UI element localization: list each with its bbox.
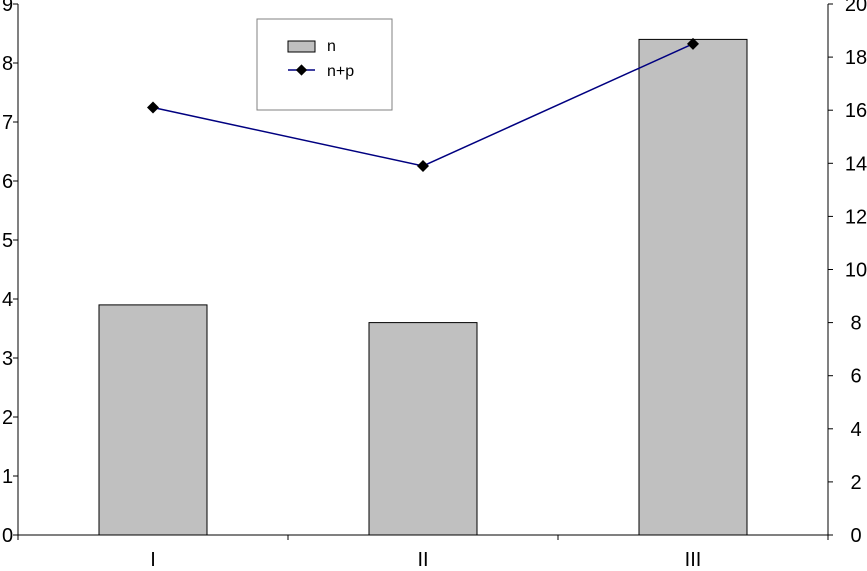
left-y-tick-label: 4 xyxy=(2,289,13,311)
bar xyxy=(638,38,748,536)
right-y-tick-label: 14 xyxy=(845,153,867,175)
line-point-marker xyxy=(147,101,159,114)
line-point-marker xyxy=(417,159,429,172)
right-y-tick-label: 18 xyxy=(845,47,867,69)
legend-label-line: n+p xyxy=(327,63,354,80)
left-y-tick-label: 7 xyxy=(2,112,13,134)
x-tick-label: III xyxy=(685,549,702,571)
right-y-tick-label: 8 xyxy=(850,313,861,335)
right-y-tick-label: 2 xyxy=(850,472,861,494)
right-y-tick-label: 4 xyxy=(850,419,861,441)
left-y-tick-label: 9 xyxy=(2,0,13,16)
left-y-tick-label: 8 xyxy=(2,53,13,75)
left-y-tick-label: 3 xyxy=(2,348,13,370)
left-y-tick-label: 6 xyxy=(2,171,13,193)
left-y-tick-label: 5 xyxy=(2,230,13,252)
left-y-tick-label: 1 xyxy=(2,466,13,488)
x-tick-label: I xyxy=(150,549,156,571)
legend-swatch-bar xyxy=(287,40,316,53)
bar xyxy=(368,322,478,536)
right-y-tick-label: 12 xyxy=(845,206,867,228)
right-y-tick-label: 16 xyxy=(845,100,867,122)
right-y-tick-label: 0 xyxy=(850,525,861,547)
line-point-marker xyxy=(687,37,699,50)
legend-label-bar: n xyxy=(327,38,336,55)
x-tick-label: II xyxy=(417,549,428,571)
bar xyxy=(98,304,208,536)
legend: n n+p xyxy=(256,18,393,111)
right-y-tick-label: 6 xyxy=(850,366,861,388)
right-y-tick-label: 10 xyxy=(845,260,867,282)
right-y-tick-label: 20 xyxy=(845,0,867,16)
bar-series xyxy=(98,38,748,536)
legend-box xyxy=(256,18,393,111)
left-y-tick-label: 0 xyxy=(2,525,13,547)
series-line xyxy=(152,43,694,167)
line-series xyxy=(147,37,699,172)
left-y-tick-label: 2 xyxy=(2,407,13,429)
